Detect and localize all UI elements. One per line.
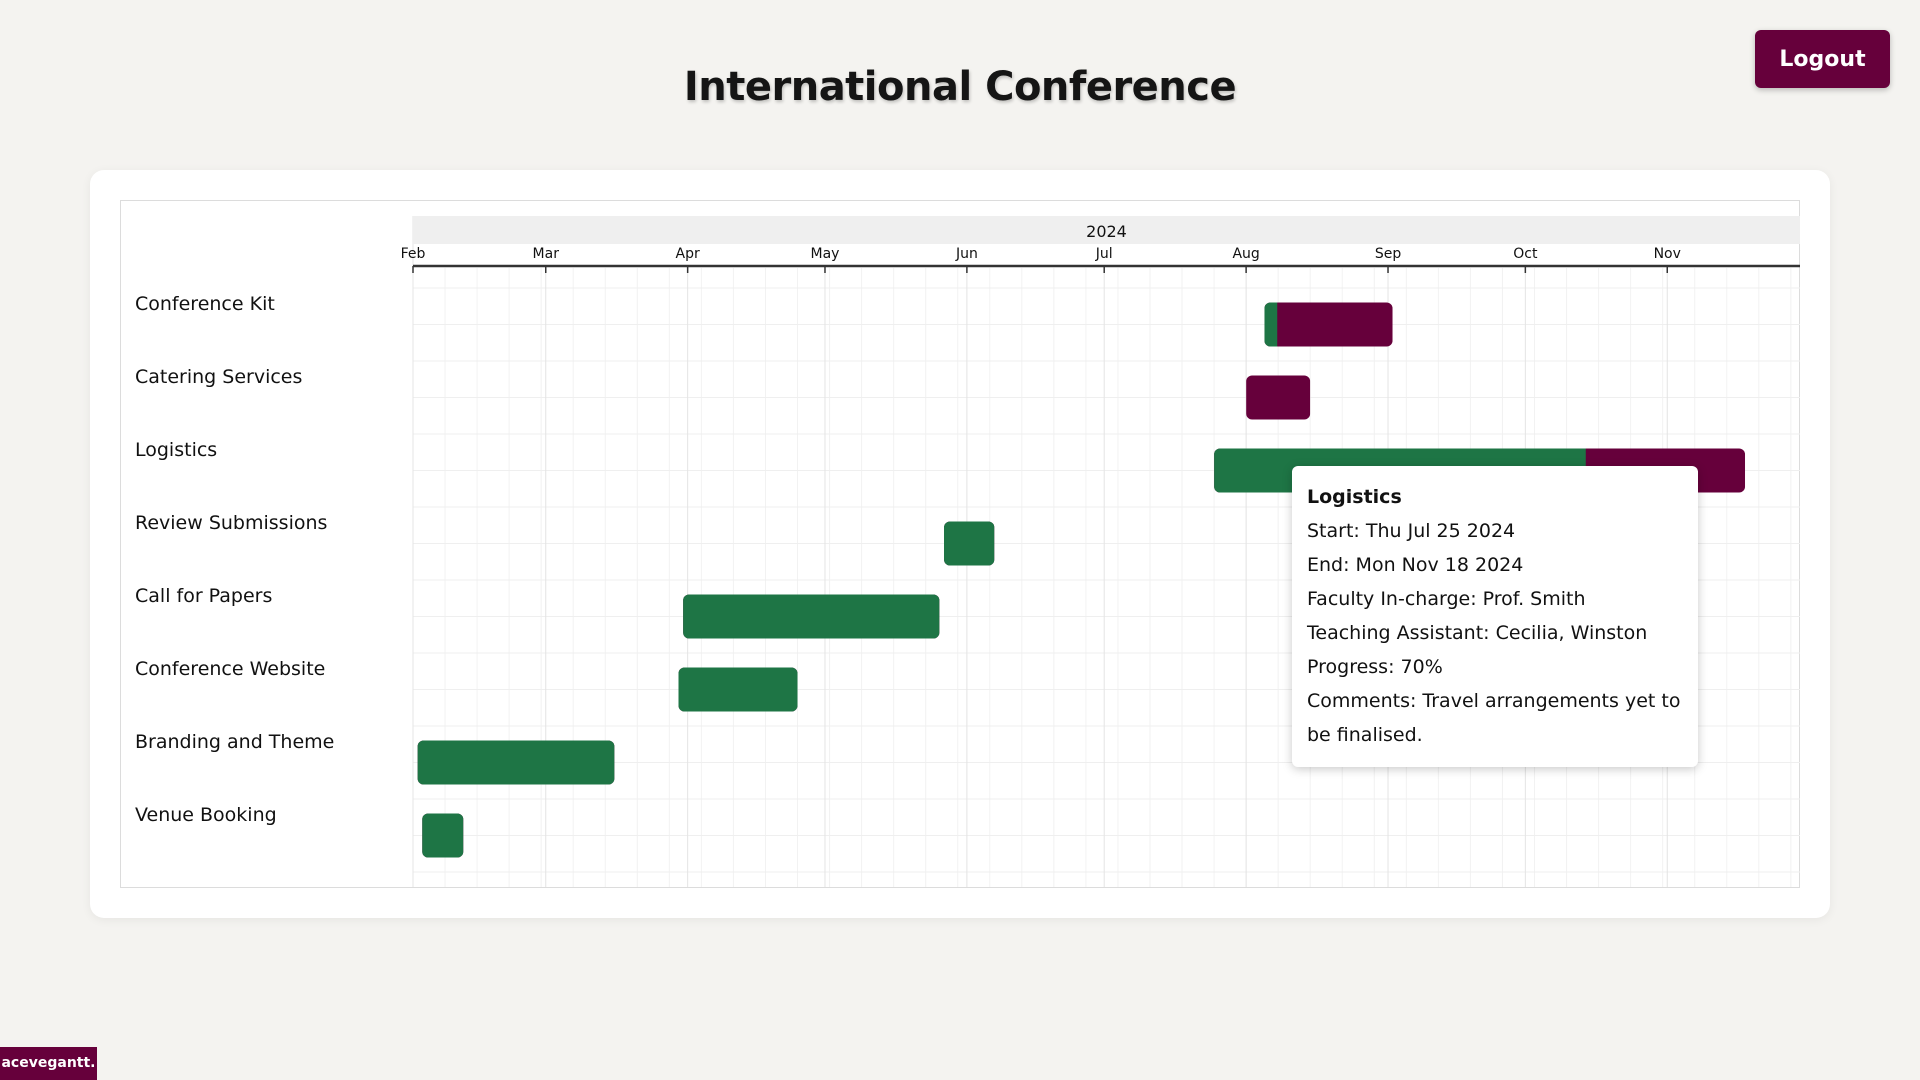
month-label-feb: Feb	[401, 246, 426, 262]
bar-catering-services[interactable]	[1246, 375, 1311, 420]
tooltip-assistant: Teaching Assistant: Cecilia, Winston	[1307, 622, 1648, 644]
task-label-conference-website: Conference Website	[135, 658, 326, 680]
month-label-oct: Oct	[1513, 246, 1538, 262]
bar-catering-services-remaining	[1246, 375, 1311, 420]
bar-conference-kit[interactable]	[1264, 302, 1393, 347]
task-label-review-submissions: Review Submissions	[135, 512, 328, 534]
bar-conference-kit-progress	[1264, 302, 1278, 347]
tooltip-title: Logistics	[1307, 486, 1402, 508]
tooltip-end: End: Mon Nov 18 2024	[1307, 554, 1524, 576]
month-label-sep: Sep	[1375, 246, 1402, 262]
bar-conference-website[interactable]	[678, 667, 798, 712]
month-label-aug: Aug	[1232, 246, 1259, 262]
bar-branding-and-theme-progress	[417, 740, 615, 785]
tooltip-start: Start: Thu Jul 25 2024	[1307, 520, 1516, 542]
month-label-jun: Jun	[955, 246, 978, 262]
tooltip-faculty: Faculty In-charge: Prof. Smith	[1307, 588, 1586, 610]
task-tooltip: Logistics Start: Thu Jul 25 2024 End: Mo…	[1292, 466, 1698, 767]
year-label: 2024	[1086, 222, 1127, 241]
bar-conference-kit-remaining	[1264, 302, 1393, 347]
task-label-conference-kit: Conference Kit	[135, 293, 275, 315]
logout-button[interactable]: Logout	[1755, 30, 1890, 88]
year-header-band	[413, 216, 1800, 244]
month-label-mar: Mar	[533, 246, 560, 262]
task-label-catering-services: Catering Services	[135, 366, 303, 388]
brand-badge[interactable]: acevegantt.	[0, 1047, 97, 1080]
bar-venue-booking[interactable]	[422, 813, 464, 858]
bar-call-for-papers-progress	[683, 594, 940, 639]
task-label-call-for-papers: Call for Papers	[135, 585, 273, 607]
bar-branding-and-theme[interactable]	[417, 740, 615, 785]
bar-conference-website-progress	[678, 667, 798, 712]
month-label-nov: Nov	[1654, 246, 1681, 262]
bar-review-submissions-progress	[943, 521, 995, 566]
month-label-may: May	[811, 246, 840, 262]
month-label-apr: Apr	[676, 246, 700, 262]
tooltip-comments: Comments: Travel arrangements yet to be …	[1307, 690, 1681, 746]
task-label-logistics: Logistics	[135, 439, 218, 461]
bar-call-for-papers[interactable]	[683, 594, 940, 639]
task-label-venue-booking: Venue Booking	[135, 804, 277, 826]
bar-review-submissions[interactable]	[943, 521, 995, 566]
task-label-branding-and-theme: Branding and Theme	[135, 731, 335, 753]
page-title: International Conference	[683, 64, 1237, 110]
bar-venue-booking-progress	[422, 813, 464, 858]
tooltip-progress: Progress: 70%	[1307, 656, 1443, 678]
month-label-jul: Jul	[1095, 246, 1113, 262]
